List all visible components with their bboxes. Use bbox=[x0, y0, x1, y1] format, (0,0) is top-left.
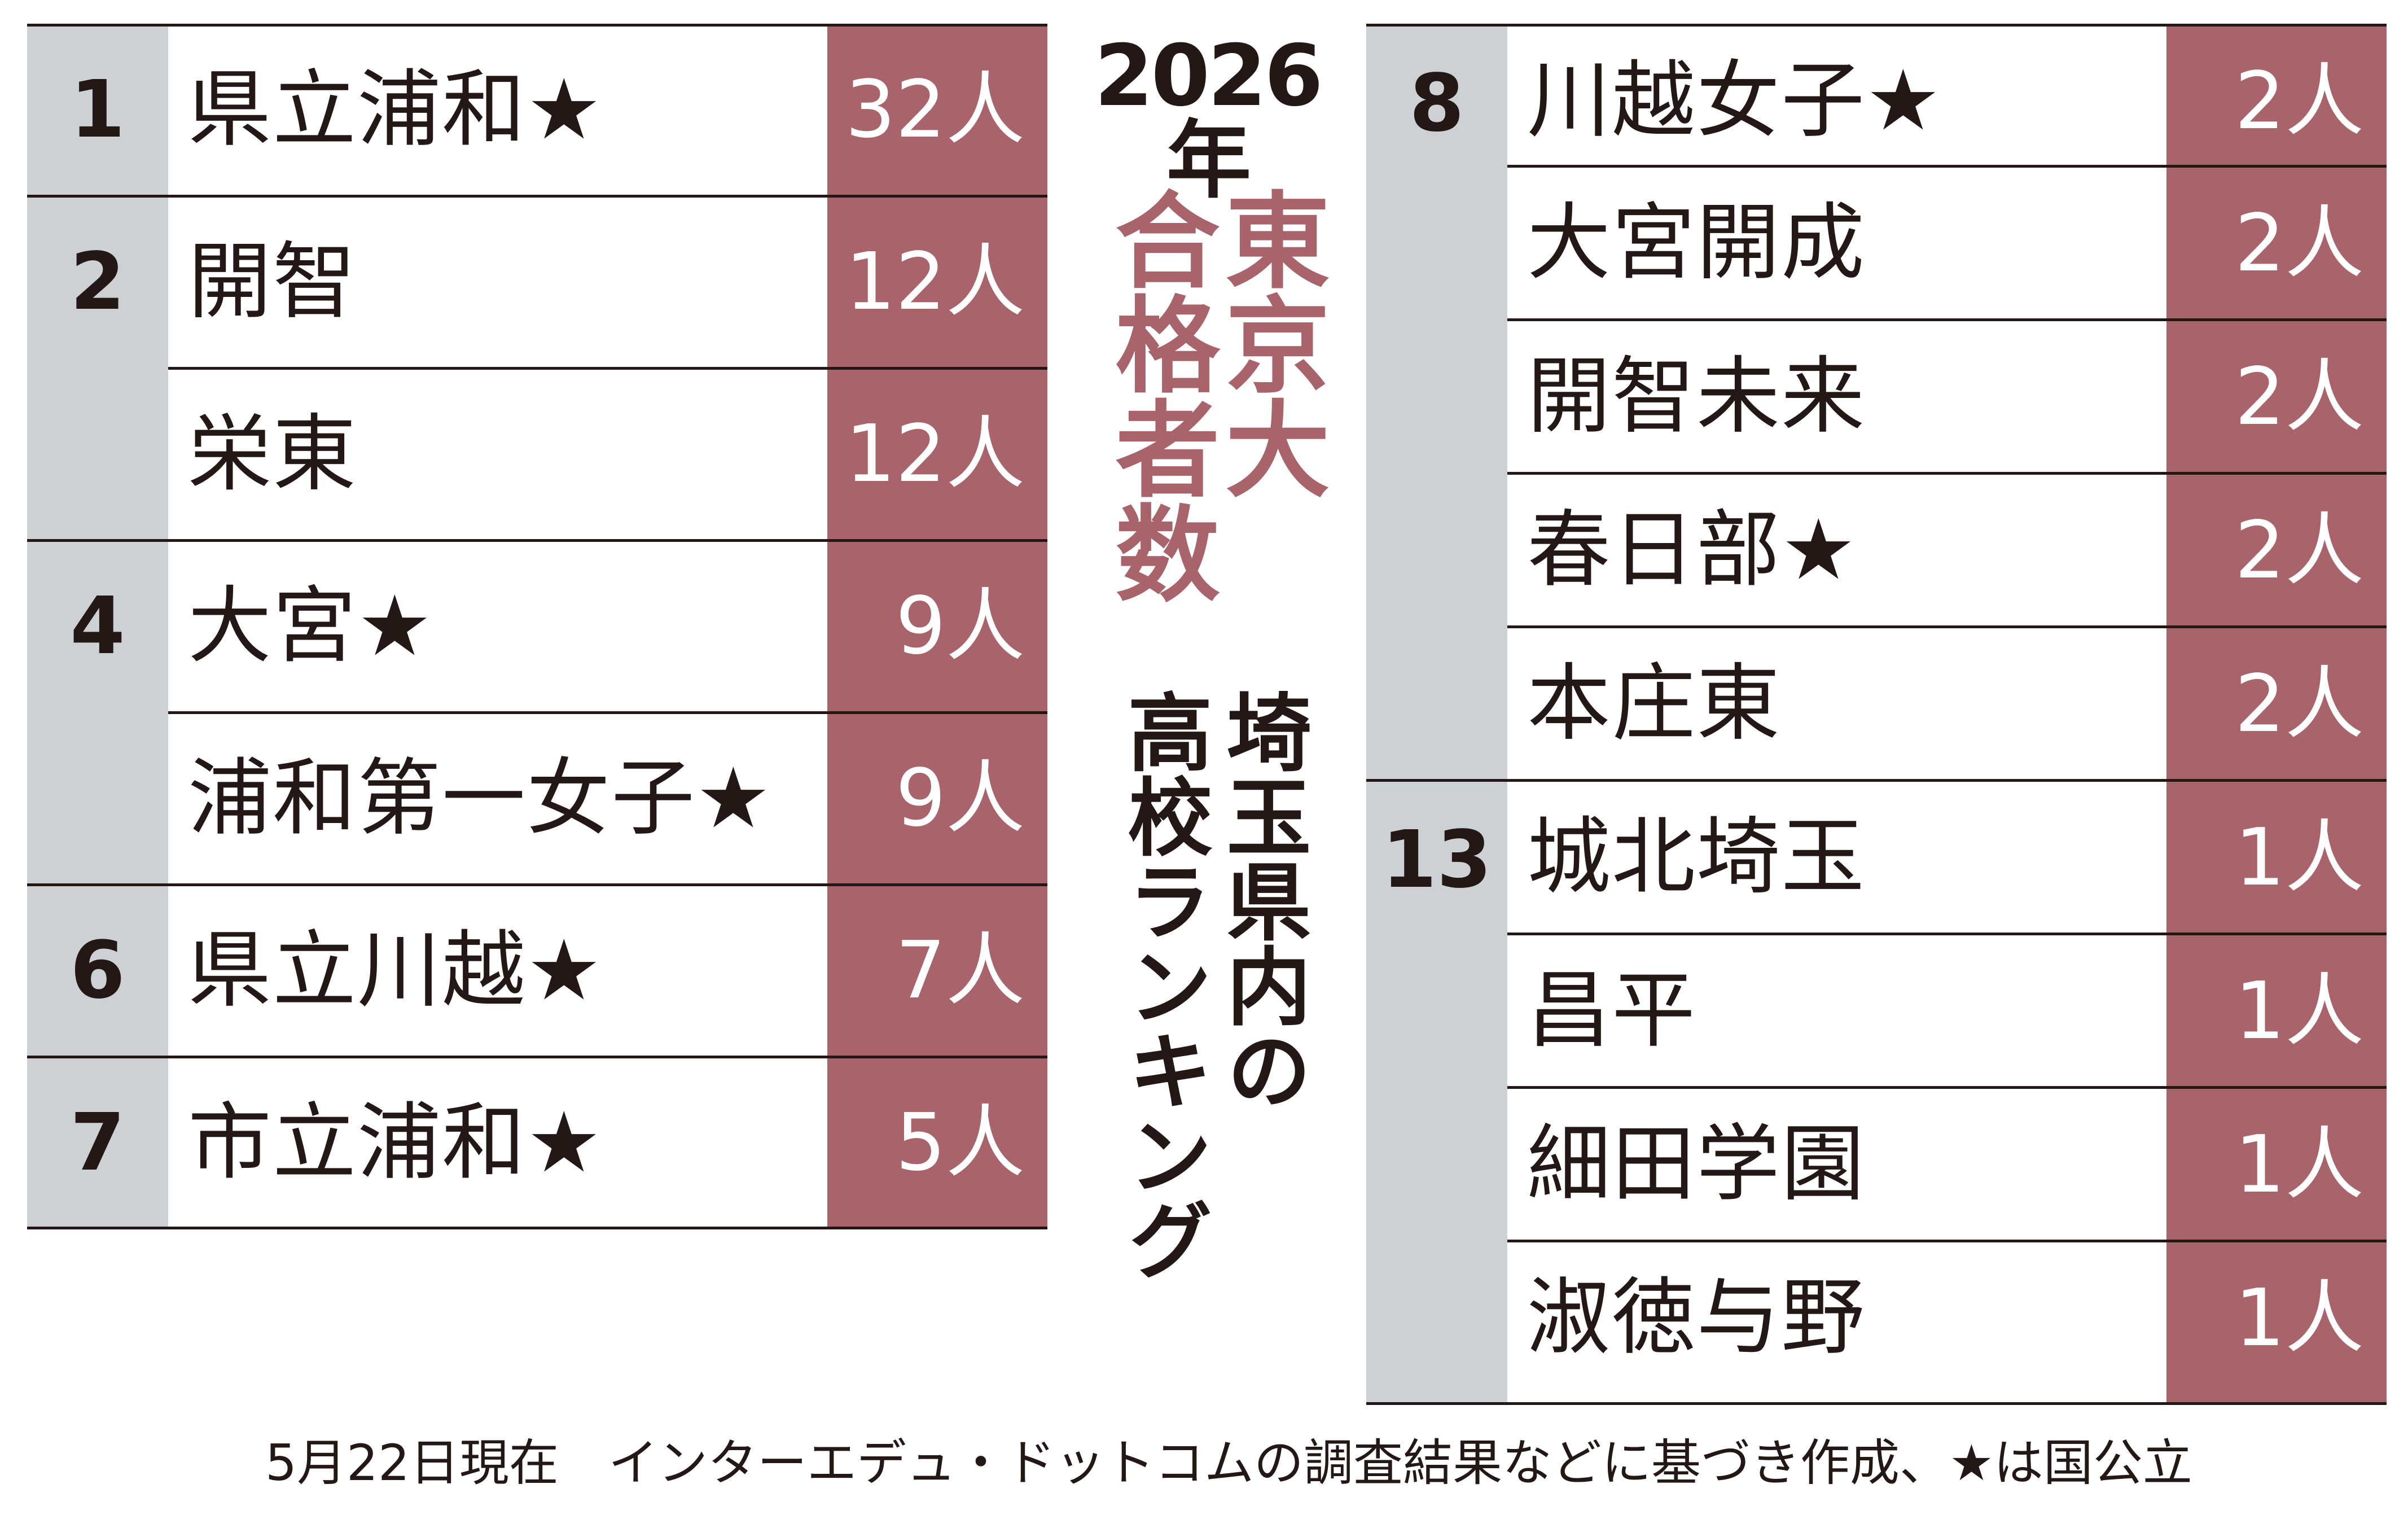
title-line-passers: 合格者数 bbox=[1098, 186, 1220, 604]
count-value: 2人 bbox=[2234, 351, 2364, 443]
divider bbox=[27, 195, 1047, 198]
divider bbox=[1507, 1240, 2387, 1242]
table-row: 淑徳与野 1人 bbox=[1366, 1241, 2387, 1404]
divider bbox=[168, 367, 1047, 370]
rank-column-right bbox=[1366, 24, 1507, 1404]
table-row: 栄東 12人 bbox=[27, 368, 1047, 540]
divider bbox=[27, 1227, 1047, 1229]
ranking-table-right: 8 川越女子★ 2人 大宮開成 2人 開智未来 2人 春日部★ 2人 本庄東 2… bbox=[1366, 24, 2387, 1407]
school-name: 開智未来 bbox=[1527, 348, 1866, 445]
table-row: 大宮開成 2人 bbox=[1366, 166, 2387, 319]
divider bbox=[1507, 933, 2387, 935]
divider bbox=[1507, 165, 2387, 168]
count-value: 32人 bbox=[845, 64, 1025, 156]
count-value: 1人 bbox=[2234, 965, 2364, 1057]
count-value: 2人 bbox=[2234, 505, 2364, 597]
school-name: 淑徳与野 bbox=[1527, 1269, 1866, 1366]
title-year: 2026年 bbox=[1094, 27, 1323, 210]
school-name: 市立浦和★ bbox=[188, 1094, 603, 1191]
school-name: 県立浦和★ bbox=[188, 61, 603, 158]
count-value: 7人 bbox=[895, 925, 1025, 1017]
divider bbox=[27, 1056, 1047, 1058]
school-name: 栄東 bbox=[188, 405, 357, 502]
school-name: 大宮★ bbox=[188, 577, 433, 675]
table-row: 昌平 1人 bbox=[1366, 934, 2387, 1087]
rank-number: 7 bbox=[70, 1097, 125, 1189]
school-name: 大宮開成 bbox=[1527, 194, 1866, 291]
title-line-todai: 東京大 bbox=[1208, 186, 1330, 500]
school-name: 浦和第一女子★ bbox=[188, 750, 772, 847]
count-value: 2人 bbox=[2234, 658, 2364, 750]
divider bbox=[1507, 1086, 2387, 1089]
count-column-left bbox=[827, 24, 1047, 1229]
count-value: 9人 bbox=[895, 752, 1025, 844]
title-block: 2026年 bbox=[1055, 34, 1360, 203]
count-value: 2人 bbox=[2234, 198, 2364, 290]
table-row: 本庄東 2人 bbox=[1366, 627, 2387, 780]
table-row: 4 大宮★ 9人 bbox=[27, 540, 1047, 712]
rank-column-left bbox=[27, 24, 168, 1229]
school-name: 春日部★ bbox=[1527, 501, 1857, 598]
divider bbox=[1507, 472, 2387, 475]
rank-number: 1 bbox=[70, 64, 125, 156]
table-row: 浦和第一女子★ 9人 bbox=[27, 712, 1047, 885]
rank-number: 13 bbox=[1381, 814, 1492, 906]
divider bbox=[1507, 318, 2387, 321]
count-value: 2人 bbox=[2234, 55, 2364, 147]
count-column-right bbox=[2166, 24, 2387, 1404]
divider bbox=[27, 539, 1047, 542]
school-name: 本庄東 bbox=[1527, 655, 1781, 752]
rank-number: 8 bbox=[1409, 58, 1464, 150]
rank-number: 2 bbox=[70, 236, 125, 328]
divider bbox=[27, 883, 1047, 886]
rank-number: 4 bbox=[70, 580, 125, 672]
table-row: 春日部★ 2人 bbox=[1366, 473, 2387, 627]
title-line-ranking: 高校ランキング bbox=[1113, 689, 1212, 1281]
count-value: 1人 bbox=[2234, 812, 2364, 904]
count-value: 1人 bbox=[2234, 1119, 2364, 1211]
divider bbox=[1366, 779, 2387, 782]
table-row: 開智未来 2人 bbox=[1366, 319, 2387, 473]
count-value: 12人 bbox=[845, 236, 1025, 328]
rank-number: 6 bbox=[70, 925, 125, 1017]
divider bbox=[1366, 24, 2387, 27]
table-row: 細田学園 1人 bbox=[1366, 1087, 2387, 1241]
divider bbox=[1366, 1402, 2387, 1405]
school-name: 昌平 bbox=[1527, 962, 1696, 1059]
title-line-saitama: 埼玉県内の bbox=[1212, 689, 1310, 1112]
school-name: 細田学園 bbox=[1527, 1115, 1866, 1212]
table-row: 8 川越女子★ 2人 bbox=[1366, 24, 2387, 177]
table-row: 13 城北埼玉 1人 bbox=[1366, 780, 2387, 934]
school-name: 城北埼玉 bbox=[1527, 808, 1866, 905]
count-value: 12人 bbox=[845, 408, 1025, 500]
footnote: 5月22日現在 インターエデュ・ドットコムの調査結果などに基づき作成、★は国公立 bbox=[265, 1434, 2192, 1492]
divider bbox=[1507, 625, 2387, 628]
table-row: 7 市立浦和★ 5人 bbox=[27, 1057, 1047, 1229]
school-name: 県立川越★ bbox=[188, 922, 603, 1019]
count-value: 1人 bbox=[2234, 1272, 2364, 1364]
school-name: 開智 bbox=[188, 233, 357, 330]
divider bbox=[27, 24, 1047, 27]
school-name: 川越女子★ bbox=[1527, 52, 1942, 149]
table-row: 6 県立川越★ 7人 bbox=[27, 885, 1047, 1057]
count-value: 5人 bbox=[895, 1097, 1025, 1189]
divider bbox=[168, 711, 1047, 714]
table-row: 1 県立浦和★ 32人 bbox=[27, 24, 1047, 196]
count-value: 9人 bbox=[895, 580, 1025, 672]
ranking-table-left: 1 県立浦和★ 32人 2 開智 12人 栄東 12人 4 大宮★ 9人 浦和第… bbox=[27, 24, 1047, 1229]
table-row: 2 開智 12人 bbox=[27, 196, 1047, 368]
